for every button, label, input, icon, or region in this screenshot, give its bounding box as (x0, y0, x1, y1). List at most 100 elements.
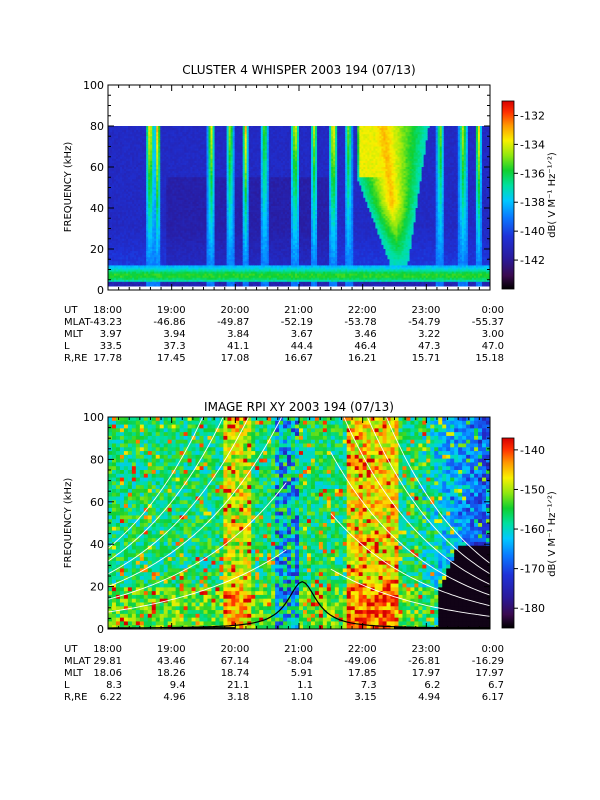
spectrogram-cell (118, 267, 121, 271)
spectrogram-cell (110, 179, 113, 182)
spectrogram-cell (118, 201, 121, 205)
spectrogram-cell (110, 267, 113, 271)
spectrogram-cell (118, 175, 121, 178)
spectrogram-cell (146, 267, 149, 271)
spectrogram-cell (114, 218, 117, 221)
spectrogram-cell (150, 205, 153, 209)
spectrogram-cell (132, 228, 135, 232)
spectrogram-cell (142, 216, 145, 219)
spectrogram-cell (108, 263, 111, 266)
spectrogram-cell (112, 177, 115, 180)
spectrogram-cell (146, 152, 149, 156)
spectrogram-cell (112, 255, 115, 258)
spectrogram-cell (120, 144, 123, 148)
spectrogram-cell (122, 249, 125, 252)
spectrogram-cell (122, 169, 125, 172)
spectrogram-cell (132, 222, 135, 225)
spectrogram-cell (110, 146, 113, 150)
spectrogram-cell (122, 138, 125, 141)
spectrogram-cell (148, 134, 151, 137)
spectrogram-cell (118, 257, 121, 260)
panel1-title: CLUSTER 4 WHISPER 2003 194 (07/13) (182, 63, 415, 77)
spectrogram-cell (114, 214, 117, 217)
spectrogram-cell (110, 158, 113, 162)
spectrogram-cell (126, 208, 129, 211)
spectrogram-cell (110, 277, 113, 281)
spectrogram-cell (130, 162, 133, 166)
spectrogram-cell (136, 242, 139, 246)
spectrogram-cell (108, 193, 111, 197)
spectrogram-cell (124, 279, 127, 283)
spectrogram-cell (126, 130, 129, 133)
spectrogram-cell (110, 269, 113, 273)
spectrogram-cell (130, 136, 133, 139)
spectrogram-cell (110, 169, 113, 172)
spectrogram-cell (142, 279, 145, 283)
spectrogram-cell (116, 126, 119, 129)
spectrogram-cell (140, 224, 143, 228)
spectrogram-cell (112, 242, 115, 246)
spectrogram-cell (108, 259, 111, 262)
spectrogram-cell (148, 214, 151, 217)
spectrogram-cell (118, 255, 121, 258)
spectrogram-cell (112, 275, 115, 279)
spectrogram-cell (146, 132, 149, 135)
spectrogram-cell (138, 136, 141, 139)
spectrogram-cell (146, 212, 149, 215)
spectrogram-cell (126, 138, 129, 141)
spectrogram-cell (114, 154, 117, 158)
spectrogram-cell (146, 205, 149, 209)
spectrogram-cell (112, 257, 115, 260)
spectrogram-cell (130, 189, 133, 193)
spectrogram-cell (126, 253, 129, 256)
spectrogram-cell (144, 160, 147, 164)
spectrogram-cell (126, 234, 129, 238)
spectrogram-cell (144, 255, 147, 258)
spectrogram-cell (140, 238, 143, 242)
spectrogram-cell (132, 126, 135, 129)
spectrogram-cell (130, 185, 133, 189)
spectrogram-cell (122, 275, 125, 279)
spectrogram-cell (136, 169, 139, 172)
spectrogram-cell (146, 148, 149, 152)
spectrogram-cell (122, 273, 125, 277)
spectrogram-cell (114, 273, 117, 277)
spectrogram-cell (120, 232, 123, 236)
spectrogram-cell (130, 240, 133, 244)
spectrogram-cell (116, 154, 119, 158)
spectrogram-cell (136, 173, 139, 176)
spectrogram-cell (114, 189, 117, 193)
spectrogram-cell (120, 283, 123, 287)
spectrogram-cell (146, 201, 149, 205)
spectrogram-cell (138, 265, 141, 269)
spectrogram-cell (120, 212, 123, 215)
spectrogram-cell (120, 177, 123, 180)
spectrogram-cell (122, 205, 125, 209)
spectrogram-cell (124, 181, 127, 184)
spectrogram-cell (134, 152, 137, 156)
spectrogram-cell (118, 156, 121, 160)
spectrogram-cell (132, 171, 135, 174)
spectrogram-cell (148, 169, 151, 172)
spectrogram-cell (108, 281, 111, 285)
spectrogram-cell (108, 195, 111, 199)
spectrogram-cell (130, 244, 133, 248)
spectrogram-cell (130, 259, 133, 262)
spectrogram-cell (146, 265, 149, 269)
spectrogram-cell (146, 142, 149, 146)
spectrogram-cell (140, 249, 143, 252)
spectrogram-cell (118, 205, 121, 209)
spectrogram-cell (138, 236, 141, 240)
spectrogram-cell (134, 267, 137, 271)
spectrogram-cell (126, 134, 129, 137)
spectrogram-cell (146, 269, 149, 273)
spectrogram-cell (134, 259, 137, 262)
spectrogram-cell (134, 130, 137, 133)
spectrogram-cell (144, 179, 147, 182)
spectrogram-cell (128, 275, 131, 279)
spectrogram-cell (122, 160, 125, 164)
spectrogram-cell (148, 205, 151, 209)
spectrogram-cell (142, 197, 145, 201)
spectrogram-cell (120, 222, 123, 225)
spectrogram-cell (116, 167, 119, 170)
